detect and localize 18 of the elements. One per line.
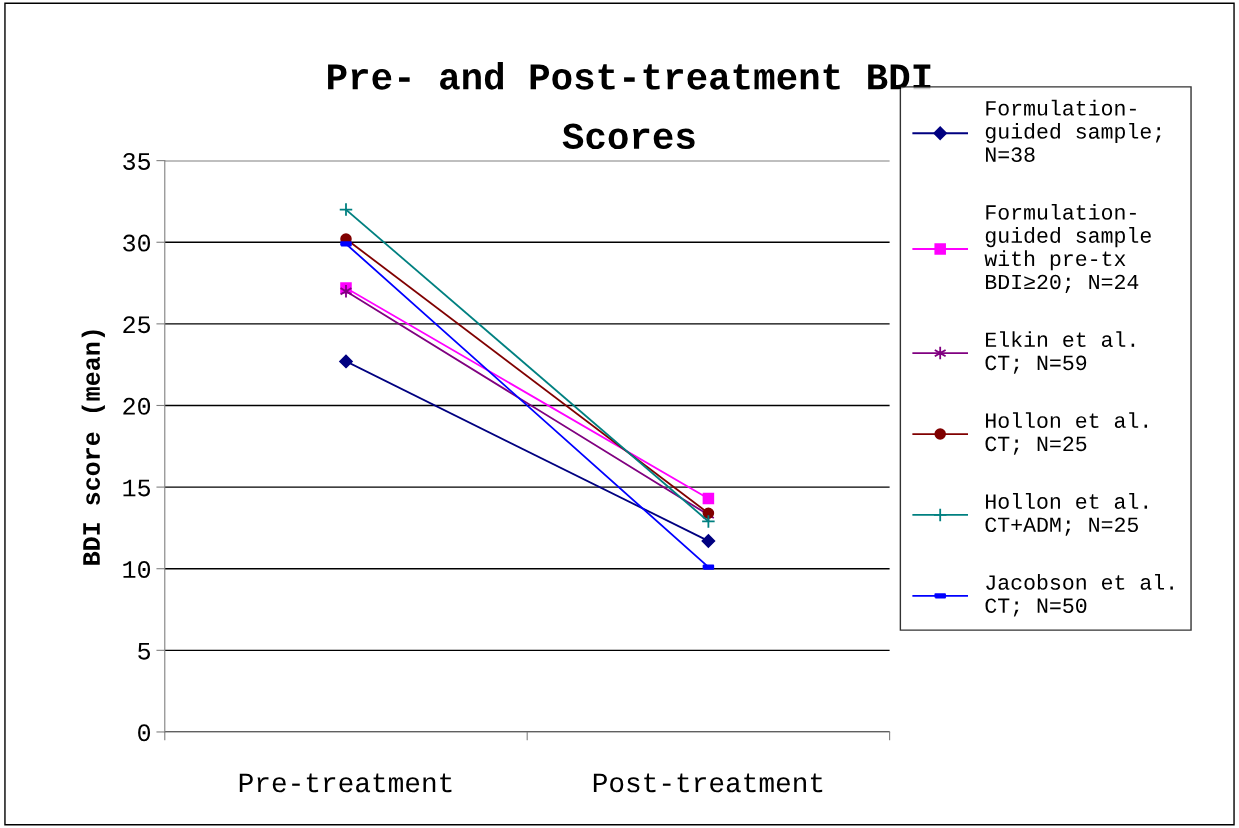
- legend-label: Formulation- guided sample; N=38: [985, 99, 1161, 162]
- y-tick-label: 5: [138, 642, 150, 660]
- legend-label: Jacobson et al. CT; N=50: [985, 574, 1173, 617]
- y-tick-label: 10: [123, 561, 151, 579]
- y-axis-title: BDI score (mean): [81, 330, 105, 565]
- x-tick-label: Pre-treatment: [239, 773, 452, 793]
- y-tick-label: 15: [123, 479, 150, 497]
- legend-label: Hollon et al. CT; N=25: [985, 412, 1148, 455]
- y-tick-label: 0: [138, 724, 151, 742]
- legend-label: Formulation- guided sample with pre-tx BDI≥20; N=24: [984, 203, 1151, 293]
- y-tick-label: 20: [123, 397, 151, 415]
- y-tick-label: 35: [123, 152, 150, 170]
- y-tick-label: 30: [123, 234, 151, 252]
- y-tick-label: 25: [123, 316, 150, 334]
- chart-title: Pre- and Post-treatment BDI Scores: [328, 62, 931, 150]
- legend-label: Hollon et al. CT+ADM; N=25: [985, 493, 1148, 536]
- x-tick-label: Post-treatment: [593, 773, 823, 793]
- legend-label: Elkin et al. CT; N=59: [985, 331, 1135, 374]
